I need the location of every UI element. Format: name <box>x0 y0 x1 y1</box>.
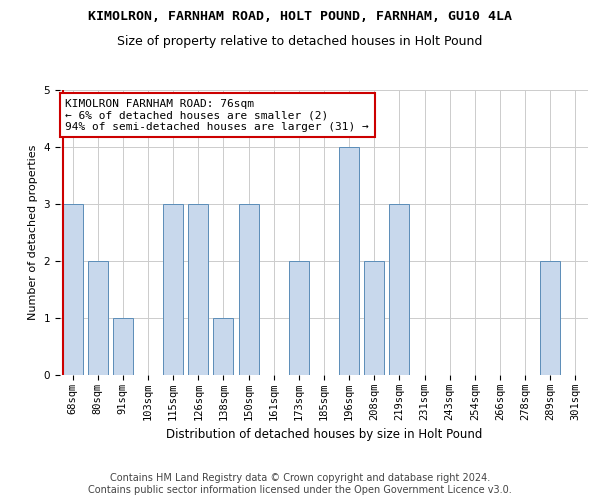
Text: KIMOLRON FARNHAM ROAD: 76sqm
← 6% of detached houses are smaller (2)
94% of semi: KIMOLRON FARNHAM ROAD: 76sqm ← 6% of det… <box>65 98 369 132</box>
Bar <box>188 204 208 375</box>
Bar <box>364 261 385 375</box>
Bar <box>540 261 560 375</box>
Bar <box>339 147 359 375</box>
X-axis label: Distribution of detached houses by size in Holt Pound: Distribution of detached houses by size … <box>166 428 482 442</box>
Bar <box>289 261 309 375</box>
Bar <box>389 204 409 375</box>
Bar <box>113 318 133 375</box>
Y-axis label: Number of detached properties: Number of detached properties <box>28 145 38 320</box>
Bar <box>163 204 183 375</box>
Text: Size of property relative to detached houses in Holt Pound: Size of property relative to detached ho… <box>118 35 482 48</box>
Bar <box>62 204 83 375</box>
Text: KIMOLRON, FARNHAM ROAD, HOLT POUND, FARNHAM, GU10 4LA: KIMOLRON, FARNHAM ROAD, HOLT POUND, FARN… <box>88 10 512 23</box>
Bar <box>214 318 233 375</box>
Bar <box>239 204 259 375</box>
Bar <box>88 261 108 375</box>
Text: Contains HM Land Registry data © Crown copyright and database right 2024.
Contai: Contains HM Land Registry data © Crown c… <box>88 474 512 495</box>
